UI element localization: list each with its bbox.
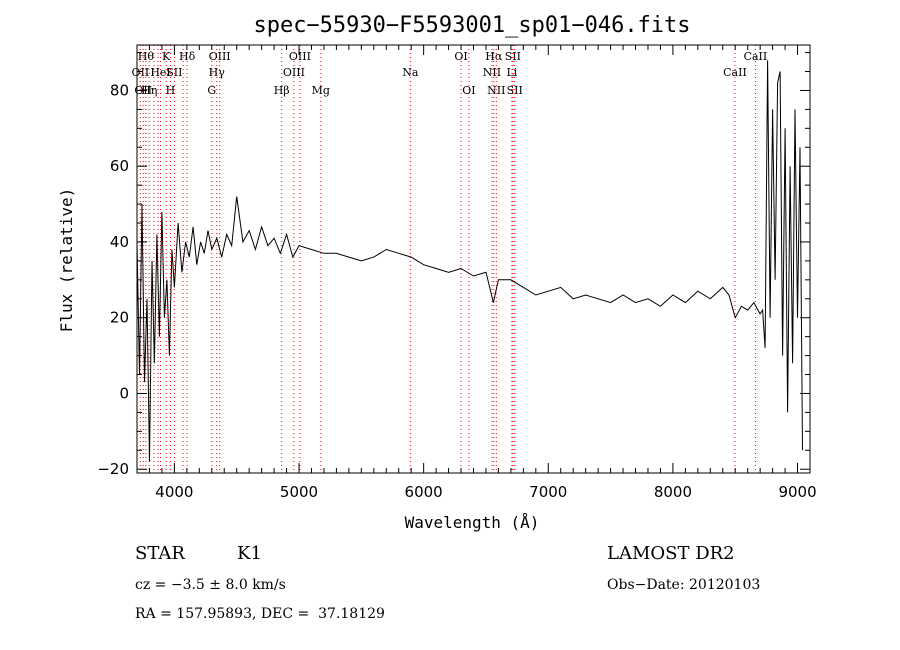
x-tick-label-5: 9000 bbox=[778, 483, 816, 501]
line-marker-label-19: Na bbox=[402, 66, 419, 79]
line-marker-label-9: SII bbox=[166, 66, 182, 79]
line-marker-label-27: SII bbox=[507, 84, 523, 97]
axis-ticks-group bbox=[137, 45, 810, 473]
y-tick-label-3: 40 bbox=[110, 233, 129, 251]
spectrum-line bbox=[136, 60, 803, 462]
line-marker-label-14: OIII bbox=[209, 50, 231, 63]
y-tick-label-1: 0 bbox=[119, 384, 129, 402]
coordinates: RA = 157.95893, DEC = 37.18129 bbox=[135, 606, 385, 622]
line-marker-label-21: OI bbox=[462, 84, 475, 97]
line-marker-label-12: G bbox=[207, 84, 216, 97]
x-tick-label-0: 4000 bbox=[155, 483, 193, 501]
observation-date: Obs−Date: 20120103 bbox=[607, 577, 761, 593]
redshift-value: cz = −3.5 ± 8.0 km/s bbox=[135, 577, 286, 593]
y-tick-label-4: 60 bbox=[110, 157, 129, 175]
survey-name: LAMOST DR2 bbox=[607, 543, 735, 564]
y-tick-label-0: −20 bbox=[97, 460, 129, 478]
line-marker-label-13: Hγ bbox=[209, 66, 226, 79]
line-marker-label-23: Hα bbox=[485, 50, 503, 63]
line-marker-label-16: OIII bbox=[283, 66, 305, 79]
line-marker-label-3: Hη bbox=[141, 84, 157, 97]
y-tick-label-5: 80 bbox=[110, 81, 129, 99]
line-markers-group: OIIOIIHθHηHeIKHSIIHδGHγOIIIHβOIIIOIIIMgN… bbox=[132, 45, 768, 473]
plot-frame bbox=[136, 44, 811, 474]
line-marker-label-18: Mg bbox=[312, 84, 330, 97]
line-marker-label-2: Hθ bbox=[138, 50, 155, 63]
object-subclass: K1 bbox=[237, 543, 262, 564]
object-class: STAR bbox=[135, 543, 185, 564]
line-marker-label-26: SII bbox=[505, 50, 521, 63]
x-tick-label-2: 6000 bbox=[405, 483, 443, 501]
y-axis-label: Flux (relative) bbox=[57, 188, 76, 333]
line-marker-label-24: NII bbox=[487, 84, 505, 97]
line-marker-label-20: OI bbox=[454, 50, 467, 63]
x-tick-label-1: 5000 bbox=[280, 483, 318, 501]
tick-labels-group: 4000 5000 6000 7000 8000 9000 −20 0 20 40 60 80 bbox=[97, 81, 816, 501]
line-marker-label-11: Hδ bbox=[179, 50, 196, 63]
line-marker-label-0: OII bbox=[132, 66, 150, 79]
x-axis-label: Wavelength (Å) bbox=[405, 513, 540, 532]
line-marker-label-29: CaII bbox=[744, 50, 768, 63]
line-marker-label-7: K bbox=[162, 50, 171, 63]
line-marker-label-17: OIII bbox=[289, 50, 311, 63]
y-tick-label-2: 20 bbox=[110, 309, 129, 327]
line-marker-label-8: H bbox=[166, 84, 176, 97]
line-marker-label-25: Li bbox=[506, 66, 517, 79]
x-tick-label-4: 8000 bbox=[654, 483, 692, 501]
line-marker-label-28: CaII bbox=[723, 66, 747, 79]
x-tick-label-3: 7000 bbox=[529, 483, 567, 501]
line-marker-label-15: Hβ bbox=[274, 84, 290, 97]
line-marker-label-22: NII bbox=[483, 66, 501, 79]
chart-title: spec−55930−F5593001_sp01−046.fits bbox=[253, 13, 690, 38]
